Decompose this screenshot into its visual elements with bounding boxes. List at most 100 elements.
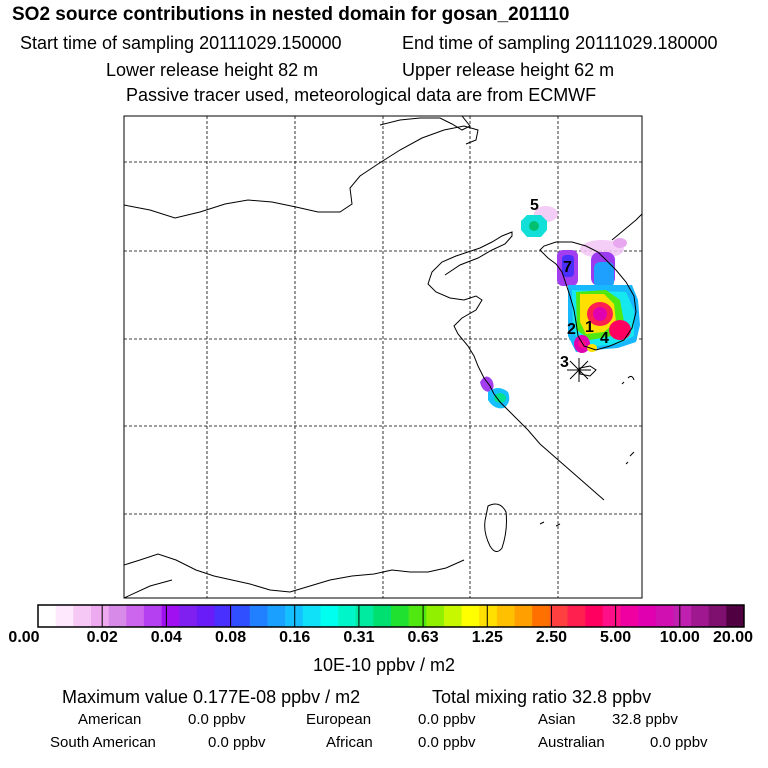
lower-release-label: Lower release height 82 m [106, 60, 319, 80]
colorbar-swatch [602, 605, 621, 627]
coastline [539, 241, 637, 351]
source-label-1: 1 [585, 319, 594, 336]
colorbar-swatch [691, 605, 709, 627]
european-value: 0.0 ppbv [418, 711, 476, 728]
source-label-5: 5 [530, 197, 539, 214]
coastline [611, 213, 642, 241]
colorbar-swatch [267, 605, 286, 627]
source-label-3: 3 [560, 354, 569, 371]
colorbar-swatch [143, 605, 162, 627]
plume-core [529, 221, 539, 231]
coastline [427, 231, 605, 501]
african-label: African [326, 734, 373, 751]
max-value-text: Maximum value 0.177E-08 ppbv / m2 [62, 687, 361, 707]
colorbar-swatch [426, 605, 445, 627]
south-american-value: 0.0 ppbv [208, 734, 266, 751]
coastline [124, 553, 465, 593]
colorbar-unit: 10E-10 ppbv / m2 [312, 655, 456, 675]
colorbar-swatch [55, 605, 74, 627]
south-american-label: South American [50, 734, 156, 751]
colorbar-swatch [549, 605, 568, 627]
receptor-stroke [569, 360, 589, 380]
colorbar-swatch [126, 605, 145, 627]
colorbar-swatch [496, 605, 515, 627]
colorbar-swatch [567, 605, 586, 627]
plume-core [562, 255, 574, 277]
american-value: 0.0 ppbv [188, 711, 246, 728]
plume-coastal [480, 376, 494, 392]
plume-hotspot [578, 340, 586, 348]
plume-faint [580, 240, 624, 258]
colorbar-swatch [285, 605, 304, 627]
colorbar-swatch [673, 605, 692, 627]
source-label-7: 7 [563, 259, 572, 276]
colorbar-swatch [38, 605, 56, 627]
colorbar-swatch [479, 605, 498, 627]
plume-faint [613, 238, 627, 248]
colorbar-swatch [532, 605, 551, 627]
colorbar-tick-label: 0.02 [86, 629, 118, 646]
colorbar-swatch [620, 605, 639, 627]
colorbar-tick-label: 0.63 [407, 629, 439, 646]
colorbar-swatch [232, 605, 251, 627]
colorbar-swatch [302, 605, 321, 627]
colorbar-tick-label: 10.00 [659, 629, 700, 646]
colorbar-swatch [161, 605, 180, 627]
coastline [539, 375, 635, 527]
colorbar-swatch [320, 605, 339, 627]
asian-value: 32.8 ppbv [612, 711, 678, 728]
colorbar-swatch [708, 605, 727, 627]
tracer-note: Passive tracer used, meteorological data… [126, 85, 597, 105]
concentration-plumes [480, 206, 640, 409]
receptor-asterisk [567, 358, 591, 382]
colorbar-swatch [514, 605, 533, 627]
colorbar-swatch [585, 605, 604, 627]
coastlines [124, 116, 642, 598]
american-label: American [78, 711, 142, 728]
source-label-4: 4 [600, 330, 609, 347]
colorbar-swatch [461, 605, 480, 627]
source-label-2: 2 [567, 321, 576, 338]
graticule [124, 116, 642, 598]
colorbar [37, 604, 745, 628]
coastline [484, 503, 507, 552]
colorbar-tick-label: 2.50 [535, 629, 568, 646]
coastline [379, 116, 471, 131]
colorbar-swatch [249, 605, 268, 627]
map-title: SO2 source contributions in nested domai… [12, 4, 570, 25]
colorbar-swatch [355, 605, 374, 627]
end-time-label: End time of sampling 20111029.180000 [402, 33, 718, 53]
colorbar-swatch [655, 605, 674, 627]
plume-hotspot [593, 307, 607, 321]
colorbar-swatch [214, 605, 233, 627]
plume-column [594, 262, 614, 288]
colorbar-tick-label: 0.08 [214, 629, 247, 646]
colorbar-frame [37, 604, 745, 628]
colorbar-tick-label: 1.25 [471, 629, 503, 646]
colorbar-swatch [179, 605, 198, 627]
australian-value: 0.0 ppbv [650, 734, 708, 751]
african-value: 0.0 ppbv [418, 734, 476, 751]
colorbar-tick-label: 0.31 [343, 629, 375, 646]
asian-label: Asian [538, 711, 576, 728]
colorbar-swatch [338, 605, 356, 627]
colorbar-tick-label: 0.16 [279, 629, 311, 646]
colorbar-swatch [391, 605, 409, 627]
colorbar-tick-label: 5.00 [600, 629, 632, 646]
upper-release-label: Upper release height 62 m [402, 60, 615, 80]
coastline [124, 579, 173, 598]
colorbar-swatch [108, 605, 127, 627]
colorbar-swatch [73, 605, 92, 627]
coastline [124, 125, 479, 219]
colorbar-swatch [638, 605, 657, 627]
start-time-label: Start time of sampling 20111029.150000 [20, 33, 342, 53]
european-label: European [306, 711, 372, 728]
australian-label: Australian [538, 734, 605, 751]
colorbar-tick-label: 0.00 [8, 629, 40, 646]
coastline [579, 365, 597, 377]
total-mixing-text: Total mixing ratio 32.8 ppbv [432, 687, 652, 707]
plume-core [494, 393, 506, 403]
colorbar-swatch [408, 605, 427, 627]
colorbar-swatch [196, 605, 215, 627]
